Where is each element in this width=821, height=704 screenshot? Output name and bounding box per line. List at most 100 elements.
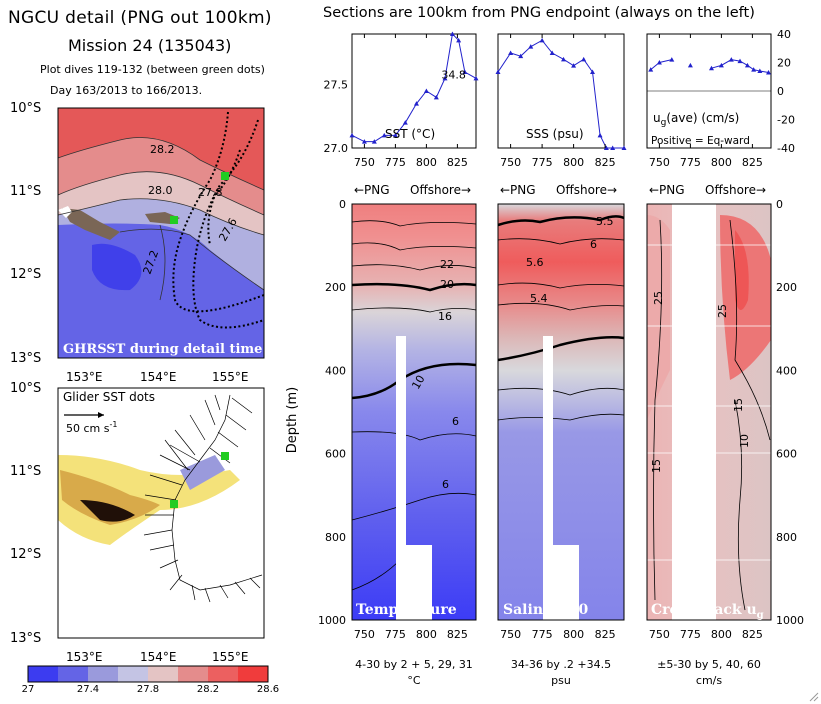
data-point bbox=[433, 94, 439, 100]
x-tick-label: 750 bbox=[500, 628, 521, 641]
colorbar-swatch bbox=[118, 666, 148, 682]
panel-title: SSS (psu) bbox=[526, 127, 584, 141]
offshore-arrow-label: Offshore→ bbox=[410, 183, 471, 197]
surface-panel-frame bbox=[351, 33, 477, 149]
depth-tick-label: 0 bbox=[776, 198, 783, 211]
y-tick-label: -40 bbox=[777, 142, 795, 155]
panel-subtitle: Positive = Eq-ward bbox=[651, 135, 750, 147]
contour-label: 28.0 bbox=[148, 184, 173, 197]
depth-tick-label: 400 bbox=[776, 364, 797, 377]
lat-label: 10°S bbox=[10, 101, 41, 116]
panel-title: ug(ave) (cm/s) bbox=[653, 111, 739, 128]
map-bottom-label: Glider SST dots bbox=[63, 390, 155, 404]
y-tick-label: 20 bbox=[777, 57, 791, 70]
lon-label: 153°E bbox=[66, 370, 103, 384]
data-point bbox=[590, 69, 595, 74]
lat-label: 13°S bbox=[10, 351, 41, 366]
colorbar-swatch bbox=[88, 666, 118, 682]
png-arrow-label: ←PNG bbox=[500, 183, 536, 197]
depth-tick-label: 800 bbox=[325, 531, 346, 544]
x-tick-label: 775 bbox=[532, 156, 553, 169]
sst-map: 28.2 28.0 27.8 27.6 27.2 GHRSST during d… bbox=[57, 107, 265, 359]
series-line bbox=[650, 59, 672, 71]
data-point bbox=[621, 145, 627, 150]
data-point bbox=[361, 139, 367, 144]
surface-panel-frame bbox=[497, 33, 625, 149]
data-point bbox=[413, 101, 419, 106]
contour-label: 15 bbox=[732, 398, 745, 412]
contour-label: 6 bbox=[452, 415, 459, 428]
colorbar-label: 28.6 bbox=[257, 684, 279, 695]
contour-label: 6 bbox=[590, 238, 597, 251]
lon-label: 153°E bbox=[66, 650, 103, 664]
data-point bbox=[518, 53, 524, 59]
end-dot bbox=[170, 216, 178, 224]
lat-label: 12°S bbox=[10, 547, 41, 562]
dives-label: Plot dives 119-132 (between green dots) bbox=[40, 63, 265, 76]
x-tick-label: 775 bbox=[385, 156, 406, 169]
resize-grip-icon[interactable] bbox=[807, 690, 819, 702]
lat-label: 11°S bbox=[10, 464, 41, 479]
colorbar-swatch bbox=[178, 666, 208, 682]
data-point bbox=[508, 50, 514, 55]
lon-label: 155°E bbox=[212, 650, 249, 664]
colorbar-swatch bbox=[28, 666, 58, 682]
data-point bbox=[571, 63, 577, 68]
temp-unit: °C bbox=[407, 674, 421, 687]
contour-label: 20 bbox=[440, 278, 454, 291]
data-point bbox=[687, 62, 693, 68]
contour-label: 25 bbox=[716, 304, 729, 318]
depth-tick-label: 200 bbox=[325, 281, 346, 294]
data-point bbox=[539, 37, 545, 43]
x-tick-label: 800 bbox=[711, 628, 732, 641]
depth-tick-label: 200 bbox=[776, 281, 797, 294]
depth-tick-label: 600 bbox=[776, 448, 797, 461]
contour-label: 15 bbox=[650, 459, 663, 473]
y-tick-label: 27.0 bbox=[324, 142, 349, 155]
colorbar-swatch bbox=[208, 666, 238, 682]
salinity-label: Salinity-30 bbox=[503, 602, 588, 618]
sal-unit: psu bbox=[551, 674, 571, 687]
temperature-label: Temperature bbox=[356, 602, 457, 618]
data-point bbox=[669, 57, 675, 62]
contour-label: 25 bbox=[652, 291, 665, 305]
days-label: Day 163/2013 to 166/2013. bbox=[50, 84, 203, 97]
contour-label: 5.4 bbox=[530, 292, 548, 305]
depth-tick-label: 0 bbox=[339, 198, 346, 211]
annotation: 34.8 bbox=[441, 68, 466, 81]
x-tick-label: 800 bbox=[711, 156, 732, 169]
lat-label: 13°S bbox=[10, 631, 41, 646]
depth-axis-title: Depth (m) bbox=[285, 387, 300, 454]
x-tick-label: 825 bbox=[595, 628, 616, 641]
x-tick-label: 800 bbox=[563, 156, 584, 169]
contour-label: 28.2 bbox=[150, 143, 175, 156]
data-point bbox=[495, 69, 501, 74]
data-point bbox=[597, 132, 603, 138]
data-point bbox=[561, 56, 567, 62]
colorbar-label: 27 bbox=[22, 684, 35, 695]
vel-unit: cm/s bbox=[695, 674, 723, 687]
x-tick-label: 750 bbox=[649, 628, 670, 641]
contour-label: 5.5 bbox=[596, 215, 614, 228]
lon-label: 154°E bbox=[140, 650, 177, 664]
scale-label: 50 cm s-1 bbox=[66, 420, 117, 435]
contour-label: 16 bbox=[438, 310, 452, 323]
lat-label: 11°S bbox=[10, 184, 41, 199]
plot-title: NGCU detail (PNG out 100km) bbox=[8, 8, 272, 28]
colorbar bbox=[27, 665, 269, 683]
salinity-section: 5.5 6 5.6 5.4 Salinity-30 bbox=[497, 203, 625, 621]
lat-label: 12°S bbox=[10, 267, 41, 282]
lat-label: 10°S bbox=[10, 381, 41, 396]
vel-caption: ±5-30 by 5, 40, 60 bbox=[657, 658, 761, 671]
x-tick-label: 800 bbox=[416, 628, 437, 641]
data-point bbox=[549, 50, 555, 55]
data-point bbox=[381, 132, 387, 138]
data-point bbox=[581, 56, 587, 62]
x-tick-label: 750 bbox=[500, 156, 521, 169]
x-tick-label: 825 bbox=[595, 156, 616, 169]
x-tick-label: 825 bbox=[447, 156, 468, 169]
data-point bbox=[442, 75, 448, 81]
offshore-arrow-label: Offshore→ bbox=[556, 183, 617, 197]
data-point bbox=[371, 139, 377, 144]
